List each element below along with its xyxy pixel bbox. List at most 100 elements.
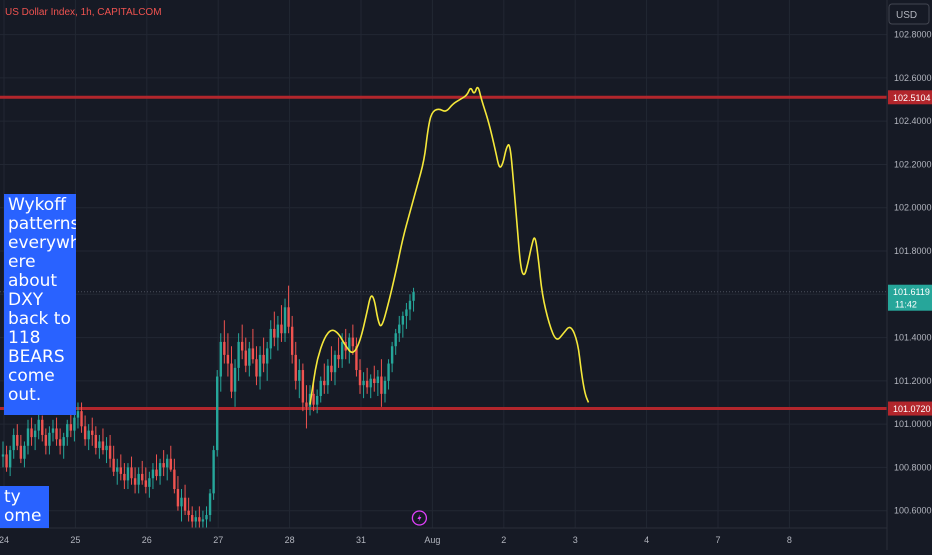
candle-body xyxy=(355,346,358,371)
candle-body xyxy=(216,376,219,451)
projection xyxy=(309,86,590,526)
candle-body xyxy=(230,363,233,392)
candle-body xyxy=(126,467,130,481)
candle-body xyxy=(223,341,226,355)
candle-body xyxy=(105,445,108,451)
candle-body xyxy=(66,424,69,438)
price-tick-label: 100.6000 xyxy=(894,506,932,516)
time-tick-label: 2 xyxy=(501,535,506,545)
candle-body xyxy=(287,307,290,327)
price-tick-label: 101.4000 xyxy=(894,333,932,343)
candle-body xyxy=(233,367,237,392)
annotation-text: Wykoff patterns everywh ere about DXY ba… xyxy=(8,195,76,405)
price-tags: 102.5104 101.0720 101.6119 11:42 xyxy=(888,90,932,416)
horizontal-levels xyxy=(0,95,887,411)
projection-path xyxy=(309,86,590,405)
candle-body xyxy=(91,430,94,435)
candle-body xyxy=(155,469,158,477)
last-price-tag-bg xyxy=(888,284,932,311)
candle-body xyxy=(98,441,101,448)
annotation-note-partial[interactable]: ty ome xyxy=(0,486,49,528)
candle-body xyxy=(108,445,112,459)
price-tick-label: 102.0000 xyxy=(894,203,932,213)
price-tick-label: 102.4000 xyxy=(894,116,932,126)
price-tick-label: 102.6000 xyxy=(894,73,932,83)
candle-body xyxy=(201,519,205,522)
candle-body xyxy=(123,473,126,481)
candle-body xyxy=(101,441,105,451)
candle-body xyxy=(383,380,387,394)
candle-body xyxy=(330,365,333,373)
candle-body xyxy=(290,326,294,355)
candle-body xyxy=(373,378,376,384)
candle-body xyxy=(173,469,176,490)
time-tick-label: 8 xyxy=(787,535,792,545)
candle-body xyxy=(251,348,255,360)
candle-body xyxy=(273,328,276,338)
candle-body xyxy=(19,445,23,459)
candle-body xyxy=(348,337,351,351)
candle-body xyxy=(144,480,147,487)
candle-body xyxy=(394,333,397,347)
candle-body xyxy=(398,324,401,334)
chart-title: US Dollar Index, 1h, CAPITALCOM xyxy=(5,7,162,18)
candle-body xyxy=(141,473,144,481)
time-tick-label: 26 xyxy=(142,535,152,545)
candle-body xyxy=(166,458,169,468)
candle-body xyxy=(205,515,208,520)
candle-body xyxy=(305,402,308,407)
resistance-tag-bg xyxy=(888,90,932,105)
candle-body xyxy=(148,478,151,487)
countdown-label: 11:42 xyxy=(895,300,917,310)
candle-body xyxy=(94,434,98,448)
candle-body xyxy=(390,346,394,364)
time-tick-label: Aug xyxy=(424,535,440,545)
time-tick-label: 28 xyxy=(285,535,295,545)
support-tag-bg xyxy=(888,401,932,416)
candle-body xyxy=(133,478,137,485)
candle-body xyxy=(362,380,365,386)
candle-body xyxy=(280,324,283,334)
candle-body xyxy=(112,458,115,472)
candle-body xyxy=(41,419,44,435)
candle-body xyxy=(298,370,301,381)
candle-body xyxy=(226,354,230,364)
support-tag: 101.0720 xyxy=(893,404,931,414)
candle-body xyxy=(265,348,269,364)
candle-body xyxy=(340,341,344,360)
price-tick-label: 102.2000 xyxy=(894,159,932,169)
candle-body xyxy=(401,315,405,325)
candle-body xyxy=(62,437,65,446)
lightning-icon xyxy=(417,514,422,522)
price-tick-label: 100.8000 xyxy=(894,462,932,472)
candle-body xyxy=(248,348,251,366)
candle-body xyxy=(1,454,5,457)
candle-body xyxy=(16,434,19,446)
candle-body xyxy=(369,378,372,388)
candle-body xyxy=(269,328,272,349)
time-tick-label: 3 xyxy=(573,535,578,545)
candle-body xyxy=(162,463,165,468)
candle-body xyxy=(180,497,183,507)
time-tick-label: 25 xyxy=(70,535,80,545)
candle-body xyxy=(387,363,390,381)
time-tick-label: 24 xyxy=(0,535,9,545)
candle-body xyxy=(258,354,262,377)
annotation-note[interactable]: Wykoff patterns everywh ere about DXY ba… xyxy=(4,194,76,415)
currency-label: USD xyxy=(896,10,917,21)
candle-body xyxy=(315,396,319,405)
candle-body xyxy=(412,292,415,301)
candle-body xyxy=(69,424,73,431)
candle-body xyxy=(323,380,326,386)
candle-body xyxy=(187,510,190,516)
candle-body xyxy=(208,493,212,516)
candle-body xyxy=(44,434,48,446)
time-tick-label: 7 xyxy=(715,535,720,545)
candle-body xyxy=(169,458,172,470)
price-tick-label: 102.8000 xyxy=(894,30,932,40)
candle-body xyxy=(380,376,383,394)
price-tick-label: 101.2000 xyxy=(894,376,932,386)
candle-body xyxy=(294,354,297,381)
